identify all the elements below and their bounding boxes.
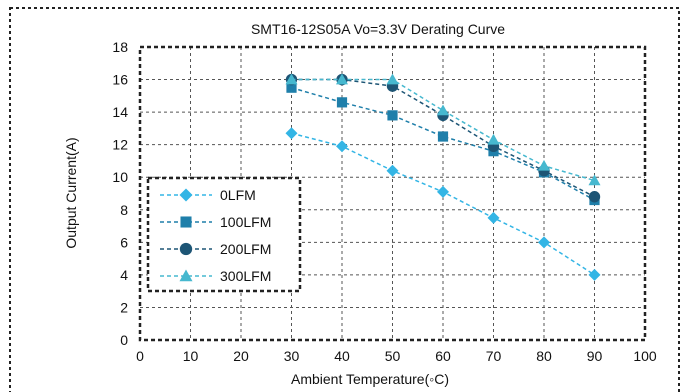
data-point-300LFM [588,174,601,186]
series-line-300LFM [291,78,595,182]
y-tick-label: 2 [120,299,128,315]
x-tick-label: 20 [233,348,249,364]
x-tick-label: 10 [183,348,199,364]
data-point-100LFM [387,110,398,121]
legend-box [146,176,302,293]
x-tick-label: 50 [385,348,401,364]
y-tick-label: 18 [112,39,128,55]
data-point-300LFM [437,104,449,116]
legend-label-100LFM: 100LFM [220,214,271,230]
x-axis-ticks: 0 10 20 30 40 50 60 70 80 90 100 [136,348,657,364]
data-point-0LFM [437,185,449,198]
data-point-300LFM [386,73,399,85]
y-axis-title: Output Current(A) [63,137,79,248]
legend-marker-200LFM [179,242,193,256]
x-tick-label: 60 [435,348,451,364]
data-point-200LFM [588,191,601,203]
plot-area-border [138,45,647,342]
x-tick-label: 100 [633,348,657,364]
y-tick-label: 14 [112,104,128,120]
legend: 0LFM 100LFM 200LFM 300LFM [146,176,302,293]
series-layer [285,73,601,281]
x-tick-label: 80 [536,348,552,364]
y-tick-label: 10 [112,169,128,185]
data-point-100LFM [286,82,297,93]
data-point-300LFM [538,159,550,171]
y-tick-label: 12 [112,137,128,153]
outer-frame [9,7,680,392]
data-point-300LFM [336,73,348,85]
x-tick-label: 40 [334,348,350,364]
x-tick-label: 90 [587,348,603,364]
x-tick-label: 70 [486,348,502,364]
legend-marker-100LFM [180,216,192,228]
chart-title: SMT16-12S05A Vo=3.3V Derating Curve [251,21,505,37]
legend-marker-0LFM [179,188,193,202]
y-tick-label: 0 [120,332,128,348]
y-axis-ticks: 0 2 4 6 8 10 12 14 16 18 [112,39,128,348]
data-point-300LFM [285,73,298,85]
x-tick-label: 0 [136,348,144,364]
x-axis-title: Ambient Temperature(◦C) [291,371,449,387]
data-point-0LFM [285,127,298,140]
y-tick-label: 6 [120,234,128,250]
data-point-0LFM [487,211,500,224]
data-point-100LFM [336,97,348,108]
y-tick-label: 8 [120,202,128,218]
data-point-0LFM [336,140,348,153]
y-tick-label: 16 [112,72,128,88]
y-tick-label: 4 [120,267,128,283]
data-point-0LFM [588,268,601,281]
x-tick-label: 30 [284,348,300,364]
data-point-0LFM [538,236,550,249]
data-point-0LFM [386,164,399,177]
legend-marker-300LFM [179,269,193,282]
legend-label-200LFM: 200LFM [220,241,271,257]
data-point-100LFM [437,131,449,142]
legend-label-300LFM: 300LFM [220,268,271,284]
legend-label-0LFM: 0LFM [220,187,256,203]
data-point-300LFM [487,133,500,145]
